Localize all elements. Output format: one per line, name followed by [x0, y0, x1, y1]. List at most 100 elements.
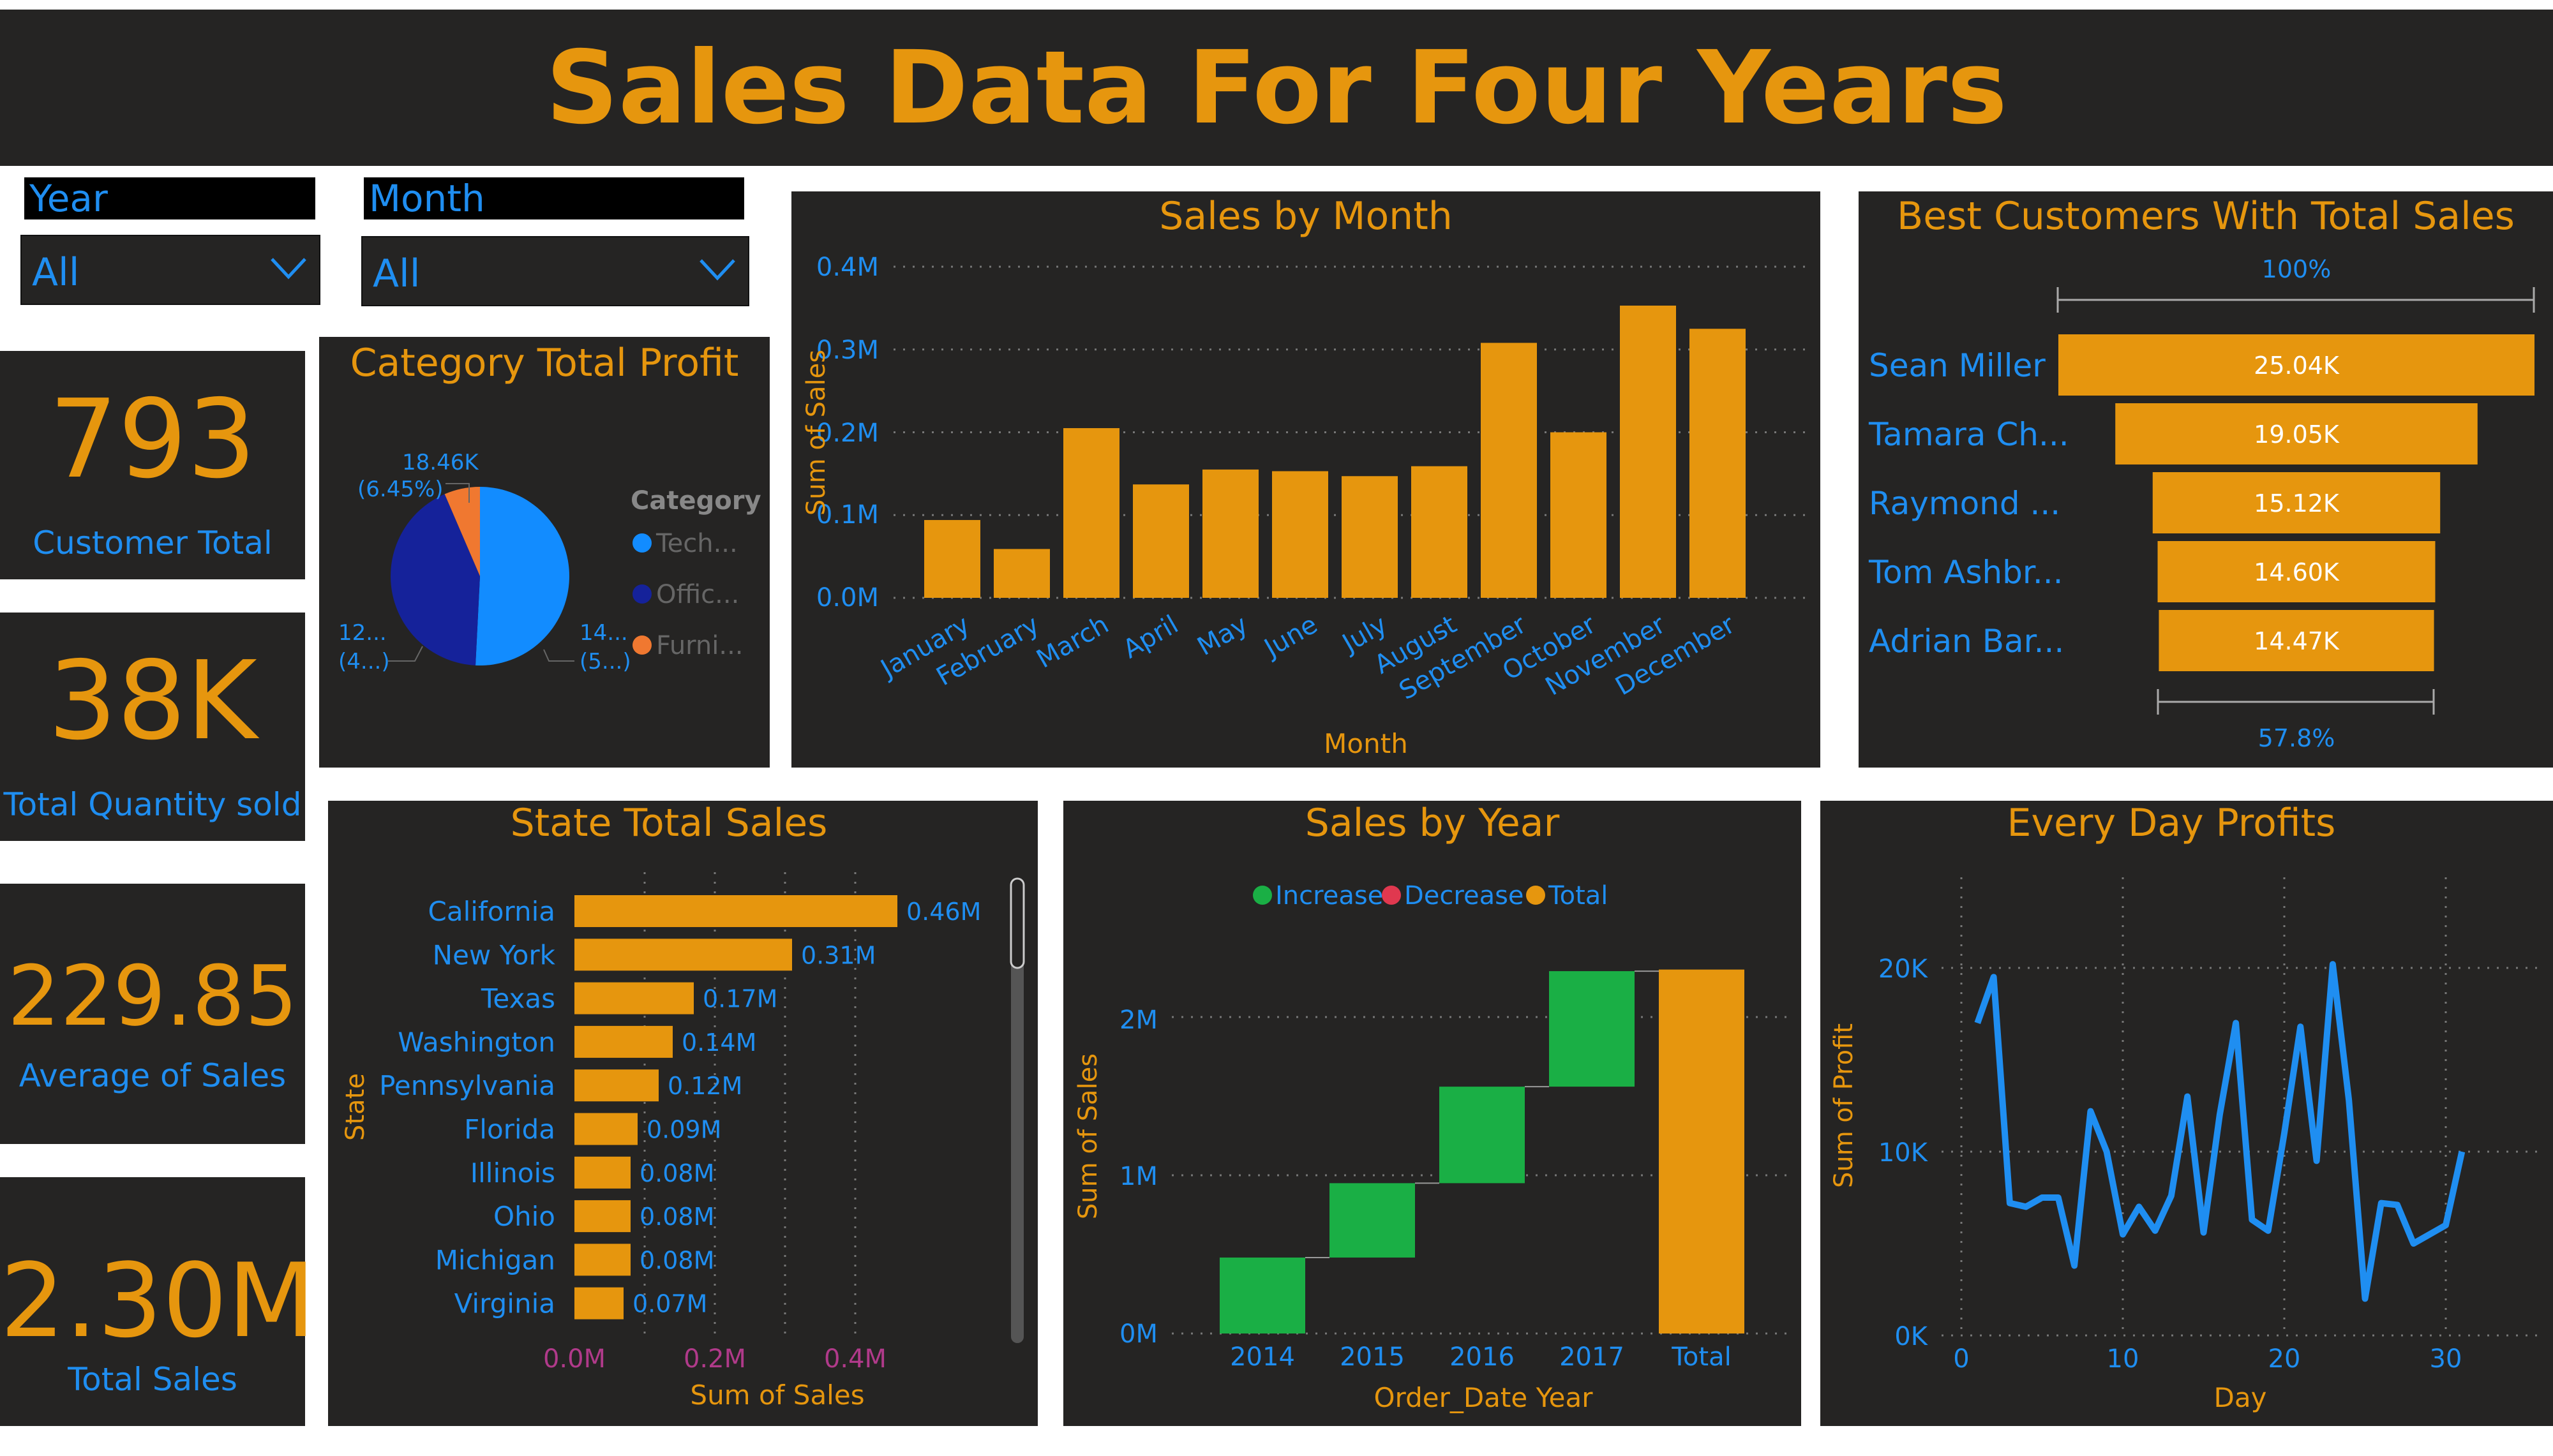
- profit-line: [1974, 961, 2466, 1302]
- state-bar[interactable]: [574, 1244, 631, 1276]
- panel-title: Category Total Profit: [350, 341, 739, 385]
- title-banner: Sales Data For Four Years: [0, 10, 2553, 166]
- kpi-value: 229.85: [7, 947, 298, 1044]
- state-bar[interactable]: [574, 1200, 631, 1233]
- legend-marker-increase: [1253, 886, 1272, 905]
- waterfall-total-bar[interactable]: [1659, 969, 1744, 1333]
- state-bar[interactable]: [574, 1069, 659, 1102]
- kpi-value: 793: [49, 376, 257, 503]
- kpi-card-average-sales: 229.85 Average of Sales: [0, 884, 305, 1144]
- x-tick-label: May: [1192, 610, 1253, 662]
- y-tick: 0.4M: [816, 253, 879, 282]
- legend-title: Category: [631, 486, 761, 516]
- state-name: Washington: [398, 1027, 555, 1058]
- panel-title: Sales by Month: [1159, 194, 1453, 239]
- funnel-bar[interactable]: [2157, 541, 2436, 602]
- waterfall-increase-bar[interactable]: [1329, 1183, 1415, 1258]
- state-name: Florida: [464, 1114, 555, 1145]
- legend-marker-furniture: [633, 635, 652, 655]
- legend-decrease: Decrease: [1404, 881, 1524, 910]
- customer-name: Sean Miller: [1869, 347, 2046, 384]
- x-tick-label: 2014: [1230, 1342, 1295, 1372]
- month-bar[interactable]: [1550, 432, 1606, 598]
- waterfall-increase-bar[interactable]: [1220, 1257, 1305, 1333]
- state-bar[interactable]: [574, 1287, 624, 1319]
- funnel-bar[interactable]: [2152, 472, 2441, 533]
- y-tick: 0.1M: [816, 500, 879, 530]
- year-slicer-label: Year: [24, 177, 315, 219]
- state-value-label: 0.09M: [647, 1116, 721, 1144]
- x-tick-label: 2015: [1340, 1342, 1405, 1372]
- state-name: Illinois: [470, 1157, 555, 1189]
- panel-title: State Total Sales: [510, 801, 828, 845]
- pie-slice-furniture[interactable]: [444, 487, 480, 576]
- x-tick: 0.4M: [824, 1344, 887, 1374]
- state-name: New York: [433, 939, 556, 970]
- state-name: Michigan: [435, 1244, 555, 1275]
- month-bar[interactable]: [1133, 484, 1189, 598]
- state-bar[interactable]: [574, 939, 792, 971]
- funnel-bar-label: 25.04K: [2254, 352, 2340, 380]
- month-bar[interactable]: [1202, 469, 1259, 598]
- month-bar[interactable]: [1620, 305, 1676, 598]
- best-customers-funnel: 100% 25.04K Sean Miller 19.05K Tamara Ch...…: [1868, 255, 2535, 752]
- state-bar[interactable]: [574, 982, 694, 1014]
- y-tick: 2M: [1119, 1006, 1158, 1035]
- y-tick: 0.0M: [816, 583, 879, 613]
- state-value-label: 0.08M: [640, 1159, 714, 1187]
- day-profits-panel: Every Day Profits 20K 10K 0K 0 10 20 30 …: [1820, 801, 2553, 1426]
- waterfall-increase-bar[interactable]: [1439, 1087, 1525, 1184]
- year-slicer-value: All: [32, 250, 80, 295]
- y-axis-label: Sum of Sales: [1074, 1053, 1103, 1219]
- y-tick: 0M: [1119, 1319, 1158, 1349]
- pie-slice-office-supplies[interactable]: [391, 494, 480, 665]
- month-bar[interactable]: [1342, 476, 1398, 598]
- state-name: Texas: [481, 983, 555, 1014]
- pie-slice-technology[interactable]: [475, 487, 569, 665]
- x-axis-label: Sum of Sales: [690, 1379, 864, 1411]
- funnel-top-percent: 100%: [2262, 255, 2332, 283]
- kpi-label: Average of Sales: [19, 1057, 287, 1094]
- legend-item-furniture: Furni...: [656, 631, 744, 660]
- month-bar[interactable]: [1689, 329, 1746, 598]
- state-bar[interactable]: [574, 1156, 631, 1189]
- panel-title: Sales by Year: [1305, 801, 1560, 845]
- x-axis-label: Day: [2214, 1382, 2267, 1413]
- state-name: Virginia: [454, 1288, 555, 1319]
- state-bar[interactable]: [574, 895, 897, 927]
- funnel-bar[interactable]: [2159, 610, 2434, 671]
- legend-item-tech: Tech...: [655, 529, 738, 558]
- month-bar[interactable]: [1411, 466, 1467, 598]
- funnel-bar-label: 14.47K: [2254, 627, 2340, 655]
- state-name: Pennsylvania: [379, 1070, 555, 1101]
- waterfall-increase-bar[interactable]: [1549, 971, 1635, 1087]
- month-bar[interactable]: [1272, 471, 1328, 598]
- state-value-label: 0.08M: [640, 1203, 714, 1231]
- legend-marker-total: [1526, 886, 1545, 905]
- y-axis-label: State: [341, 1073, 370, 1141]
- month-bar[interactable]: [994, 549, 1050, 598]
- state-bar[interactable]: [574, 1113, 638, 1145]
- funnel-bar[interactable]: [2058, 334, 2534, 396]
- pie-label-right: 14...: [580, 620, 628, 646]
- month-bar[interactable]: [924, 520, 980, 598]
- x-tick-label: 2017: [1559, 1342, 1624, 1372]
- state-sales-panel: State Total Sales State Sum of Sales 0.0…: [328, 801, 1038, 1426]
- month-bar[interactable]: [1063, 428, 1119, 598]
- state-bar[interactable]: [574, 1025, 673, 1058]
- state-value-label: 0.46M: [906, 898, 981, 926]
- year-slicer-dropdown[interactable]: All: [20, 235, 320, 305]
- month-bar[interactable]: [1481, 343, 1537, 598]
- x-tick-label: June: [1258, 610, 1322, 664]
- sales-by-month-chart: 0.4M 0.3M 0.2M 0.1M 0.0M Sum of Sales Mo…: [802, 253, 1806, 759]
- x-tick-label: 2016: [1449, 1342, 1515, 1372]
- state-name: Ohio: [493, 1201, 555, 1232]
- funnel-bar[interactable]: [2115, 403, 2478, 464]
- state-value-label: 0.14M: [682, 1029, 756, 1057]
- state-value-label: 0.07M: [633, 1290, 707, 1318]
- scrollbar-thumb[interactable]: [1010, 877, 1025, 969]
- state-value-label: 0.31M: [801, 941, 876, 969]
- month-slicer-dropdown[interactable]: All: [361, 236, 749, 306]
- legend-total: Total: [1548, 881, 1608, 910]
- pie-label-left-pct: (4...): [338, 649, 390, 674]
